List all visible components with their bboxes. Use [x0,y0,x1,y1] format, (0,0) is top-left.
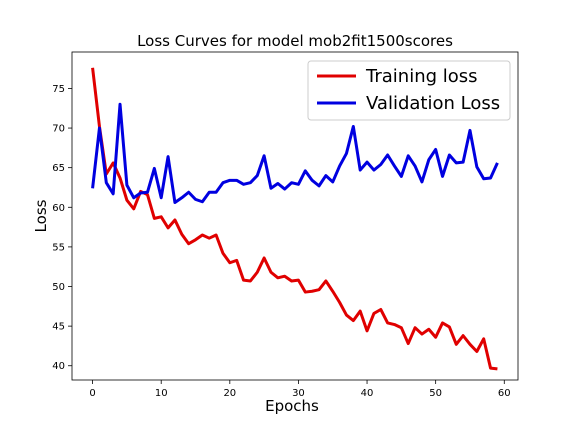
chart-title: Loss Curves for model mob2fit1500scores [137,32,453,50]
y-tick-label: 40 [52,361,65,372]
legend-label-validation: Validation Loss [366,93,500,114]
x-tick-label: 10 [155,388,168,399]
y-tick-label: 55 [52,242,65,253]
legend: Training loss Validation Loss [308,61,510,120]
y-tick-label: 65 [52,163,65,174]
y-tick-label: 60 [52,203,65,214]
y-axis-label: Loss [32,199,50,232]
y-tick-label: 50 [52,282,65,293]
y-tick-label: 75 [52,84,65,95]
x-tick-label: 60 [498,388,511,399]
x-tick-label: 20 [223,388,236,399]
y-tick-label: 70 [52,124,65,135]
y-tick-label: 45 [52,322,65,333]
x-tick-label: 50 [429,388,442,399]
legend-label-training: Training loss [365,66,478,87]
x-tick-label: 0 [89,388,95,399]
x-axis-label: Epochs [265,397,319,415]
x-tick-label: 40 [361,388,374,399]
